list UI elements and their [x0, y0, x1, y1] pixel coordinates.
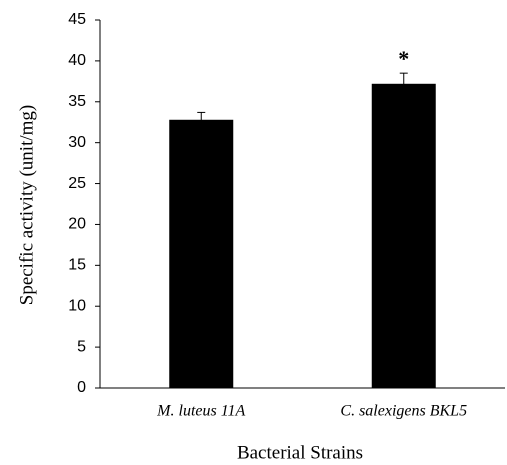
y-tick-label: 0: [77, 379, 86, 396]
y-tick-label: 40: [68, 52, 86, 69]
y-tick-label: 30: [68, 134, 86, 151]
y-tick-label: 25: [68, 175, 86, 192]
y-tick-label: 15: [68, 257, 86, 274]
annotation: *: [398, 46, 409, 71]
x-tick-label: C. salexigens BKL5: [340, 403, 467, 420]
x-axis-title: Bacterial Strains: [237, 442, 363, 463]
y-tick-label: 35: [68, 93, 86, 110]
y-tick-label: 45: [68, 11, 86, 28]
y-tick-label: 20: [68, 216, 86, 233]
x-tick-label: M. luteus 11A: [156, 403, 245, 420]
y-tick-label: 10: [68, 297, 86, 314]
bar: [169, 119, 234, 388]
y-axis-title: Specific activity (unit/mg): [16, 105, 37, 306]
bar: [371, 83, 436, 388]
y-tick-label: 5: [77, 338, 86, 355]
